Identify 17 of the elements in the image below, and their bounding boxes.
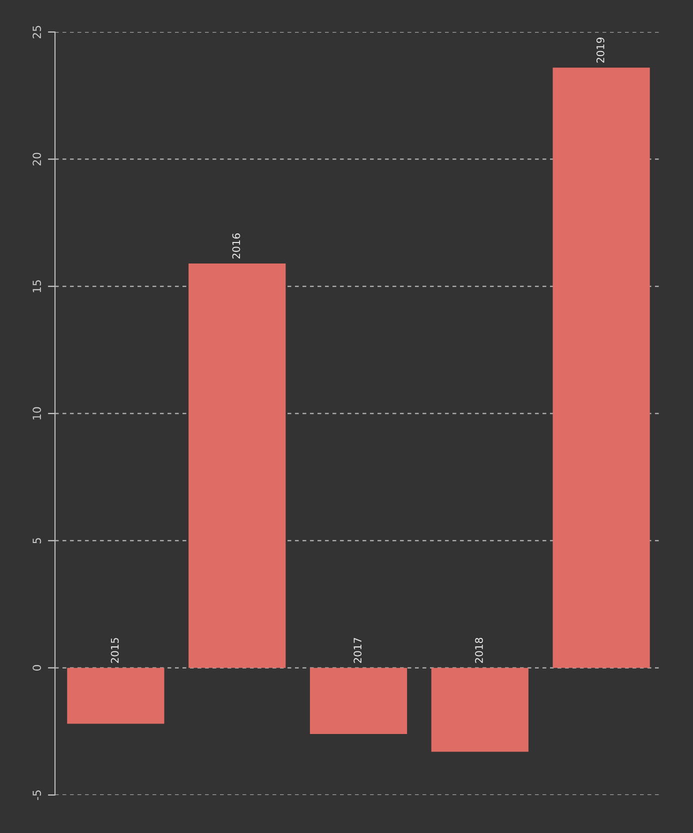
y-tick-label: 5 [32, 538, 42, 544]
bar [67, 668, 164, 724]
bar [431, 668, 528, 752]
y-tick-label: 15 [32, 280, 42, 292]
x-tick-label: 2017 [354, 638, 362, 663]
x-tick-label: 2019 [596, 38, 604, 63]
y-tick-label: 25 [32, 26, 42, 38]
x-tick-label: 2016 [232, 233, 240, 259]
y-tick-label: 10 [32, 407, 42, 420]
y-tick-label: 0 [32, 665, 42, 671]
bar [552, 68, 650, 668]
x-tick-label: 2018 [475, 638, 483, 663]
bar [310, 668, 408, 734]
x-tick-label: 2015 [110, 638, 119, 663]
bar [188, 263, 286, 668]
y-tick-label: -5 [32, 790, 42, 800]
y-tick-label: 20 [32, 152, 42, 166]
